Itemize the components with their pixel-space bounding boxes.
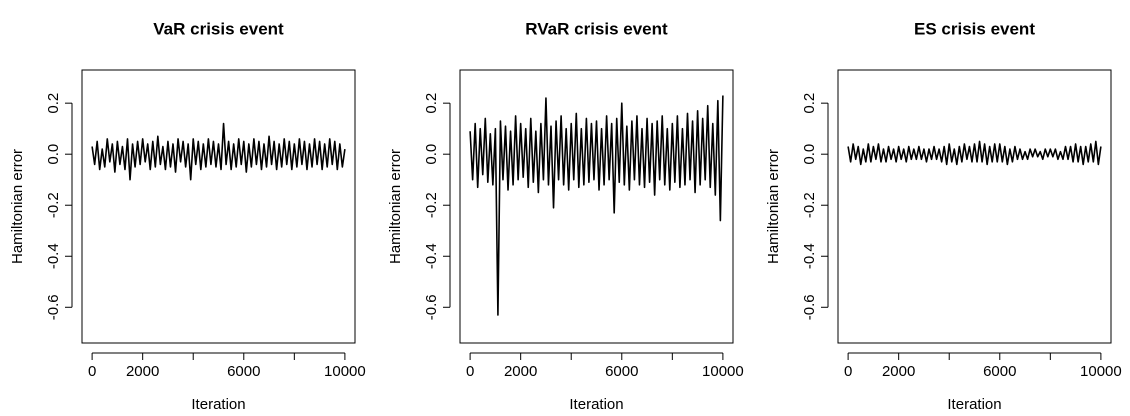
x-tick-label: 10000 xyxy=(324,363,366,380)
y-axis-label: Hamiltonian error xyxy=(765,149,782,264)
y-tick-label: 0.2 xyxy=(423,93,440,114)
trace-line xyxy=(847,140,1102,166)
chart-title: ES crisis event xyxy=(914,19,1035,38)
y-tick-label: -0.4 xyxy=(423,243,440,269)
x-axis-label: Iteration xyxy=(191,396,245,413)
x-tick-label: 2000 xyxy=(126,363,159,380)
y-tick-label: -0.6 xyxy=(45,294,62,320)
panel: ES crisis event Iteration Hamiltonian erro… xyxy=(765,19,1122,412)
y-tick-label: 0.2 xyxy=(801,93,818,114)
chart-title: VaR crisis event xyxy=(153,19,284,38)
y-tick-label: -0.6 xyxy=(801,294,818,320)
x-tick-label: 6000 xyxy=(983,363,1016,380)
x-tick-label: 6000 xyxy=(605,363,638,380)
plot-box xyxy=(81,69,356,344)
x-tick-label: 0 xyxy=(88,363,96,380)
y-axis-label: Hamiltonian error xyxy=(9,149,26,264)
panel: RVaR crisis event Iteration Hamiltonian er… xyxy=(387,19,744,412)
x-tick-label: 10000 xyxy=(702,363,744,380)
x-tick-label: 0 xyxy=(466,363,474,380)
x-tick-label: 10000 xyxy=(1080,363,1122,380)
y-tick-label: 0.0 xyxy=(801,144,818,165)
y-tick-label: 0.0 xyxy=(45,144,62,165)
y-tick-label: -0.2 xyxy=(45,192,62,218)
y-tick-label: -0.4 xyxy=(45,243,62,269)
x-tick-label: 2000 xyxy=(882,363,915,380)
y-tick-label: 0.0 xyxy=(423,144,440,165)
plot-box xyxy=(459,69,734,344)
y-axis-label: Hamiltonian error xyxy=(387,149,404,264)
panel: VaR crisis event Iteration Hamiltonian err… xyxy=(9,19,366,412)
x-axis-label: Iteration xyxy=(569,396,623,413)
plot-box xyxy=(837,69,1112,344)
y-tick-label: -0.4 xyxy=(801,243,818,269)
chart-title: RVaR crisis event xyxy=(525,19,668,38)
trace-line xyxy=(469,95,724,316)
y-tick-label: -0.2 xyxy=(423,192,440,218)
y-tick-label: -0.2 xyxy=(801,192,818,218)
x-tick-label: 0 xyxy=(844,363,852,380)
x-tick-label: 2000 xyxy=(504,363,537,380)
trace-line xyxy=(91,122,346,181)
y-tick-label: -0.6 xyxy=(423,294,440,320)
x-axis-label: Iteration xyxy=(947,396,1001,413)
y-tick-label: 0.2 xyxy=(45,93,62,114)
x-tick-label: 6000 xyxy=(227,363,260,380)
